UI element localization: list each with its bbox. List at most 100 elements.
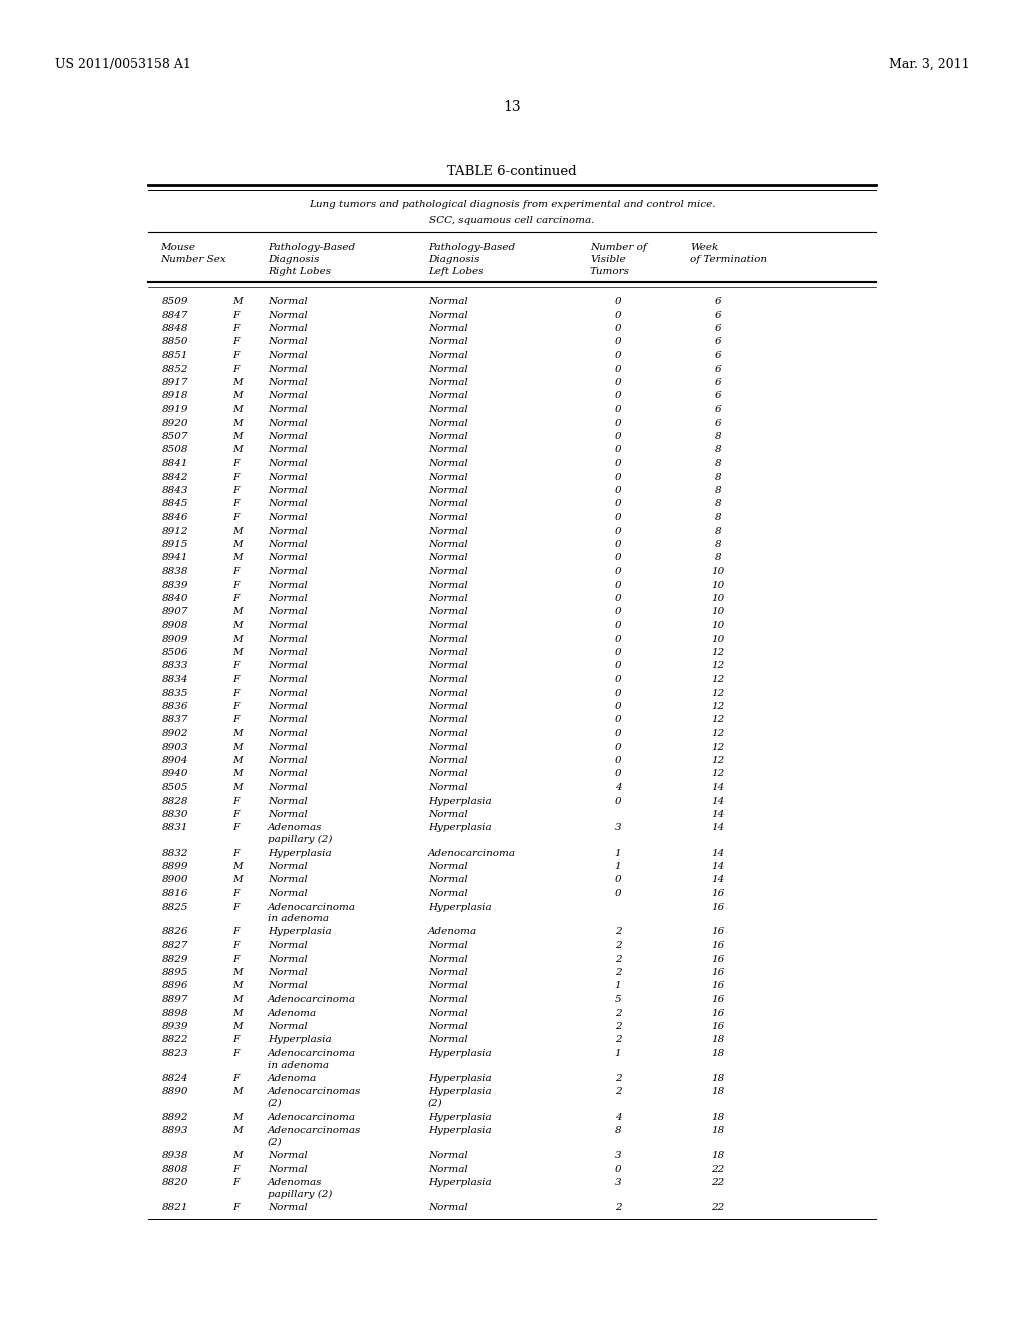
Text: 0: 0 [614,338,622,346]
Text: 8837: 8837 [162,715,188,725]
Text: 16: 16 [712,1022,725,1031]
Text: M: M [232,1088,243,1097]
Text: 12: 12 [712,729,725,738]
Text: 0: 0 [614,459,622,469]
Text: M: M [232,540,243,549]
Text: 0: 0 [614,392,622,400]
Text: Normal: Normal [428,473,468,482]
Text: Normal: Normal [428,635,468,644]
Text: 18: 18 [712,1126,725,1135]
Text: 8918: 8918 [162,392,188,400]
Text: 0: 0 [614,364,622,374]
Text: 2: 2 [614,1088,622,1097]
Text: 12: 12 [712,702,725,711]
Text: 16: 16 [712,995,725,1005]
Text: 8509: 8509 [162,297,188,306]
Text: 0: 0 [614,729,622,738]
Text: Normal: Normal [428,1164,468,1173]
Text: Hyperplasia: Hyperplasia [428,1049,492,1059]
Text: 14: 14 [712,824,725,833]
Text: Normal: Normal [268,581,308,590]
Text: 0: 0 [614,486,622,495]
Text: Normal: Normal [428,568,468,576]
Text: 8909: 8909 [162,635,188,644]
Text: 5: 5 [614,995,622,1005]
Text: 2: 2 [614,1074,622,1082]
Text: Normal: Normal [268,888,308,898]
Text: M: M [232,729,243,738]
Text: Adenoma: Adenoma [428,928,477,936]
Text: Normal: Normal [428,1151,468,1160]
Text: 8: 8 [715,459,721,469]
Text: Normal: Normal [268,323,308,333]
Text: papillary (2): papillary (2) [268,836,333,843]
Text: in adenoma: in adenoma [268,1060,329,1069]
Text: 8850: 8850 [162,338,188,346]
Text: 10: 10 [712,607,725,616]
Text: 8890: 8890 [162,1088,188,1097]
Text: 12: 12 [712,742,725,751]
Text: 3: 3 [614,1151,622,1160]
Text: M: M [232,1151,243,1160]
Text: M: M [232,607,243,616]
Text: Normal: Normal [268,968,308,977]
Text: Diagnosis: Diagnosis [428,255,479,264]
Text: Normal: Normal [428,446,468,454]
Text: 8829: 8829 [162,954,188,964]
Text: 8896: 8896 [162,982,188,990]
Text: F: F [232,568,240,576]
Text: Left Lobes: Left Lobes [428,267,483,276]
Text: 8: 8 [715,540,721,549]
Text: Normal: Normal [268,1022,308,1031]
Text: 12: 12 [712,661,725,671]
Text: Hyperplasia: Hyperplasia [428,903,492,912]
Text: Normal: Normal [428,418,468,428]
Text: Normal: Normal [428,297,468,306]
Text: 8912: 8912 [162,527,188,536]
Text: Adenoma: Adenoma [268,1008,317,1018]
Text: Number of: Number of [590,243,647,252]
Text: 0: 0 [614,581,622,590]
Text: 0: 0 [614,310,622,319]
Text: 8: 8 [715,527,721,536]
Text: 8830: 8830 [162,810,188,818]
Text: 8808: 8808 [162,1164,188,1173]
Text: 8852: 8852 [162,364,188,374]
Text: (2): (2) [428,1100,442,1107]
Text: 8941: 8941 [162,553,188,562]
Text: 8835: 8835 [162,689,188,697]
Text: M: M [232,982,243,990]
Text: Normal: Normal [268,756,308,766]
Text: F: F [232,796,240,805]
Text: 8846: 8846 [162,513,188,521]
Text: papillary (2): papillary (2) [268,1189,333,1199]
Text: Normal: Normal [268,418,308,428]
Text: Normal: Normal [428,378,468,387]
Text: Normal: Normal [268,742,308,751]
Text: 8: 8 [715,432,721,441]
Text: 12: 12 [712,756,725,766]
Text: Normal: Normal [428,675,468,684]
Text: Normal: Normal [268,540,308,549]
Text: F: F [232,459,240,469]
Text: Normal: Normal [268,954,308,964]
Text: 0: 0 [614,620,622,630]
Text: M: M [232,1113,243,1122]
Text: Normal: Normal [268,432,308,441]
Text: 16: 16 [712,888,725,898]
Text: Hyperplasia: Hyperplasia [428,824,492,833]
Text: 0: 0 [614,756,622,766]
Text: Normal: Normal [268,941,308,950]
Text: 8938: 8938 [162,1151,188,1160]
Text: M: M [232,418,243,428]
Text: Lung tumors and pathological diagnosis from experimental and control mice.: Lung tumors and pathological diagnosis f… [309,201,715,209]
Text: Normal: Normal [268,297,308,306]
Text: 22: 22 [712,1203,725,1212]
Text: Adenomas: Adenomas [268,824,323,833]
Text: 0: 0 [614,446,622,454]
Text: 18: 18 [712,1035,725,1044]
Text: F: F [232,323,240,333]
Text: Adenocarcinomas: Adenocarcinomas [268,1126,361,1135]
Text: M: M [232,1008,243,1018]
Text: M: M [232,432,243,441]
